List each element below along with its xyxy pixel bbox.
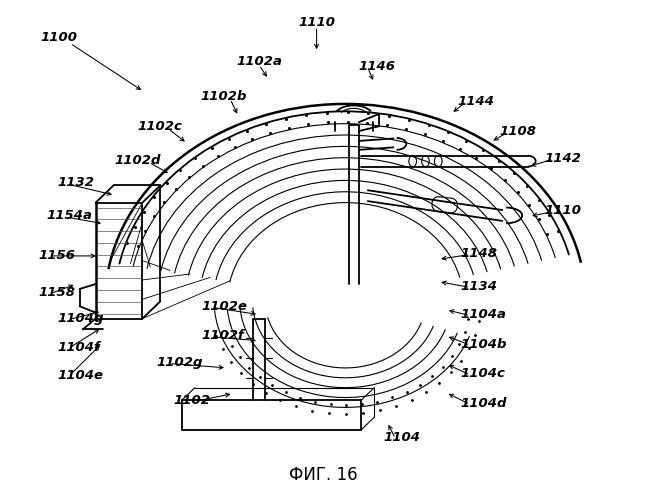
Text: 1146: 1146 [359, 60, 395, 73]
Text: 1148: 1148 [461, 247, 497, 260]
Text: 1104e: 1104e [57, 369, 103, 382]
Text: 1134: 1134 [461, 280, 497, 293]
Text: 1144: 1144 [457, 95, 494, 108]
Text: 1142: 1142 [544, 152, 581, 165]
Text: 1102e: 1102e [202, 300, 247, 313]
Text: 1102a: 1102a [236, 55, 282, 68]
Text: 1104a: 1104a [461, 308, 506, 321]
Text: 1104: 1104 [384, 432, 421, 445]
Text: 1110: 1110 [544, 204, 581, 217]
Text: 1158: 1158 [38, 286, 75, 299]
Text: 1108: 1108 [499, 125, 536, 138]
Text: 1104d: 1104d [461, 397, 507, 410]
Text: 1156: 1156 [38, 249, 75, 262]
Text: 1102: 1102 [173, 394, 210, 407]
Text: 1132: 1132 [57, 176, 94, 190]
Text: 1104b: 1104b [461, 338, 507, 351]
Text: 1100: 1100 [40, 31, 77, 44]
Text: 1102f: 1102f [202, 329, 244, 342]
Text: 1154a: 1154a [47, 210, 92, 223]
Text: 1104c: 1104c [461, 367, 506, 380]
Text: ФИГ. 16: ФИГ. 16 [289, 466, 357, 484]
Text: 1110: 1110 [298, 16, 335, 29]
Text: 1102c: 1102c [137, 120, 182, 133]
Text: 1102d: 1102d [114, 154, 160, 167]
Text: 1104g: 1104g [57, 312, 104, 325]
Text: 1102b: 1102b [200, 90, 247, 103]
Text: 1104f: 1104f [57, 341, 100, 354]
Text: 1102g: 1102g [156, 356, 203, 369]
